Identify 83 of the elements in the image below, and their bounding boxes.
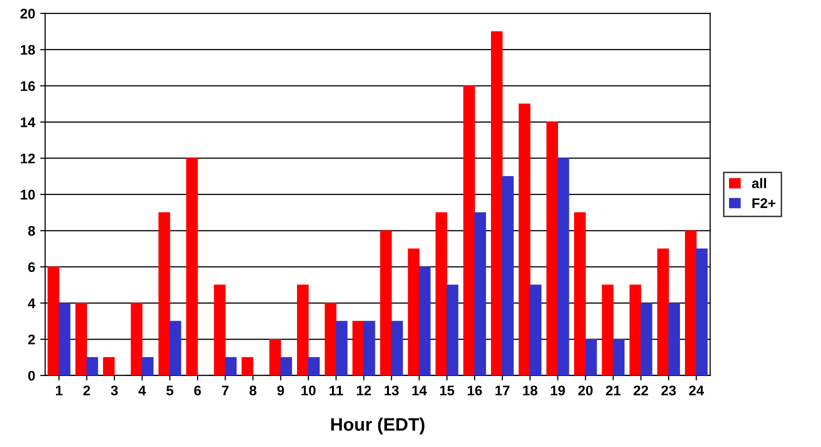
y-tick-label: 18	[20, 44, 36, 55]
bar	[530, 284, 542, 376]
bar	[364, 320, 376, 376]
x-tick-label: 4	[138, 386, 146, 396]
bar	[224, 357, 237, 376]
bar	[474, 212, 486, 376]
bar	[297, 284, 309, 376]
y-tick-label: 20	[20, 8, 35, 19]
bar	[574, 212, 586, 376]
x-tick-label: 7	[222, 386, 229, 396]
bar	[557, 158, 570, 376]
bar	[684, 230, 697, 376]
bar	[142, 357, 154, 376]
bar	[696, 248, 708, 376]
bar	[668, 302, 680, 376]
bar	[518, 104, 530, 376]
bar	[242, 357, 254, 376]
bar	[657, 248, 669, 376]
bar	[48, 266, 60, 376]
bar	[585, 338, 597, 376]
x-tick-label: 16	[468, 386, 482, 396]
y-tick-label: 0	[28, 370, 35, 381]
bar	[170, 320, 182, 376]
bar	[408, 248, 420, 376]
x-tick-label: 13	[384, 386, 399, 396]
y-tick-label: 14	[20, 118, 36, 128]
x-tick-label: 21	[606, 386, 621, 396]
bar	[214, 284, 226, 376]
x-tick-label: 11	[330, 386, 344, 396]
y-tick-label: 12	[20, 154, 35, 164]
x-tick-label: 5	[166, 386, 174, 396]
y-tick-label: 2	[28, 334, 35, 344]
bar	[158, 212, 170, 376]
x-tick-label: 3	[110, 386, 118, 396]
x-tick-label: 6	[194, 386, 201, 396]
x-tick-label: 2	[83, 386, 90, 396]
x-tick-label: 20	[578, 386, 593, 396]
x-tick-label: 23	[661, 386, 676, 396]
x-axis-title: Hour (EDT)	[331, 418, 424, 434]
x-tick-label: 19	[550, 386, 565, 396]
bar	[269, 338, 281, 376]
bar	[308, 357, 320, 376]
bar	[436, 212, 448, 376]
bar	[103, 357, 115, 376]
y-tick-label: 16	[20, 81, 35, 91]
bar	[446, 284, 458, 376]
bar	[86, 357, 98, 376]
x-tick-label: 22	[634, 386, 648, 396]
bar	[640, 302, 652, 376]
y-tick-label: 8	[28, 226, 36, 236]
bar	[324, 302, 336, 376]
x-tick-label: 18	[523, 386, 538, 396]
bar	[490, 31, 503, 376]
bar	[75, 302, 87, 376]
y-tick-label: 6	[28, 262, 35, 272]
x-tick-label: 24	[689, 386, 704, 396]
x-tick-label: 15	[440, 386, 454, 396]
y-tick-label: 4	[28, 298, 36, 308]
x-tick-label: 10	[302, 386, 316, 396]
bar	[391, 320, 403, 376]
bar	[130, 302, 142, 376]
bar	[630, 284, 642, 376]
y-tick-label: 10	[20, 190, 35, 200]
bar	[336, 320, 348, 376]
bar	[463, 86, 475, 376]
x-tick-label: 14	[412, 386, 427, 396]
x-tick-label: 9	[277, 386, 284, 396]
bar	[58, 302, 70, 376]
bar	[546, 122, 558, 376]
x-tick-label: 8	[250, 386, 256, 396]
x-tick-label: 1	[56, 386, 62, 396]
bar	[418, 266, 431, 376]
bar	[280, 357, 292, 376]
bar	[502, 176, 514, 376]
bar	[186, 158, 198, 376]
bar	[602, 284, 614, 376]
legend-label: F2+	[752, 198, 776, 208]
x-tick-label: 17	[496, 386, 510, 396]
bar	[352, 320, 364, 376]
bar	[380, 230, 392, 376]
legend-label: all	[752, 178, 766, 188]
x-tick-label: 12	[356, 386, 371, 396]
bar	[612, 338, 625, 376]
